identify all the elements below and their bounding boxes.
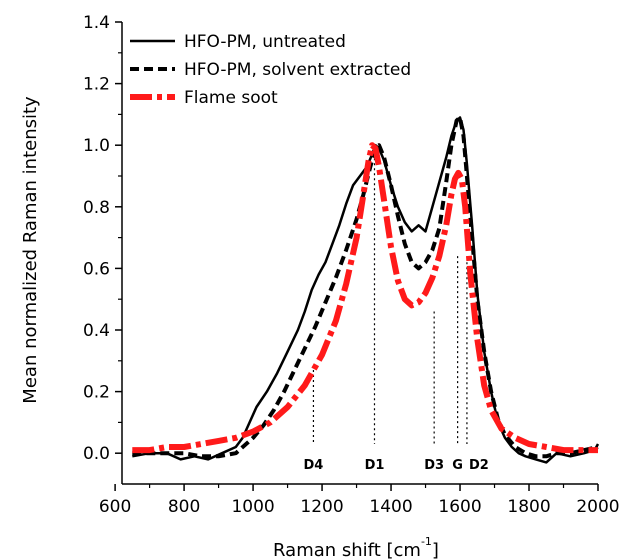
legend-label: HFO-PM, solvent extracted bbox=[184, 60, 411, 80]
x-tick-label: 800 bbox=[168, 497, 200, 517]
series-lines bbox=[132, 115, 600, 464]
x-ticks: 600 800 1000 1200 1400 1600 1800 2000 bbox=[99, 484, 620, 517]
y-tick-label: 0.8 bbox=[83, 198, 110, 218]
x-tick-label: 600 bbox=[99, 497, 131, 517]
band-markers: D4 D1 D3 G D2 bbox=[304, 148, 489, 473]
legend-label: Flame soot bbox=[184, 88, 278, 108]
y-tick-label: 1.4 bbox=[83, 13, 110, 33]
y-tick-label: 0.2 bbox=[83, 383, 110, 403]
y-tick-label: 1.2 bbox=[83, 75, 110, 95]
x-axis-title-superscript: -1 bbox=[421, 535, 432, 548]
x-tick-label: 1200 bbox=[300, 497, 343, 517]
y-tick-label: 0.0 bbox=[83, 444, 110, 464]
x-axis-title-main: Raman shift [cm bbox=[273, 540, 421, 560]
y-tick-label: 1.0 bbox=[83, 136, 110, 156]
series-line-3 bbox=[132, 142, 598, 454]
y-tick-label: 0.6 bbox=[83, 259, 110, 279]
y-tick-label: 0.4 bbox=[83, 321, 110, 341]
x-tick-label: 1000 bbox=[231, 497, 274, 517]
x-tick-label: 1800 bbox=[507, 497, 550, 517]
band-label: D4 bbox=[304, 458, 324, 473]
x-axis-title-close: ] bbox=[432, 540, 439, 560]
x-tick-label: 1400 bbox=[369, 497, 412, 517]
x-tick-label: 2000 bbox=[576, 497, 619, 517]
y-axis-title: Mean normalized Raman intensity bbox=[20, 96, 41, 404]
band-label: D1 bbox=[365, 458, 385, 473]
band-label: G bbox=[452, 458, 463, 473]
legend-label: HFO-PM, untreated bbox=[184, 32, 346, 52]
x-tick-label: 1600 bbox=[438, 497, 481, 517]
legend: HFO-PM, untreated HFO-PM, solvent extract… bbox=[130, 32, 411, 108]
band-label: D3 bbox=[424, 458, 444, 473]
band-label: D2 bbox=[469, 458, 489, 473]
y-ticks: 0.0 0.2 0.4 0.6 0.8 1.0 1.2 1.4 bbox=[83, 13, 122, 464]
axes: 600 800 1000 1200 1400 1600 1800 2000 0.0 0.2 0.4… bbox=[83, 13, 620, 517]
x-axis-title: Raman shift [cm-1] bbox=[273, 535, 439, 560]
